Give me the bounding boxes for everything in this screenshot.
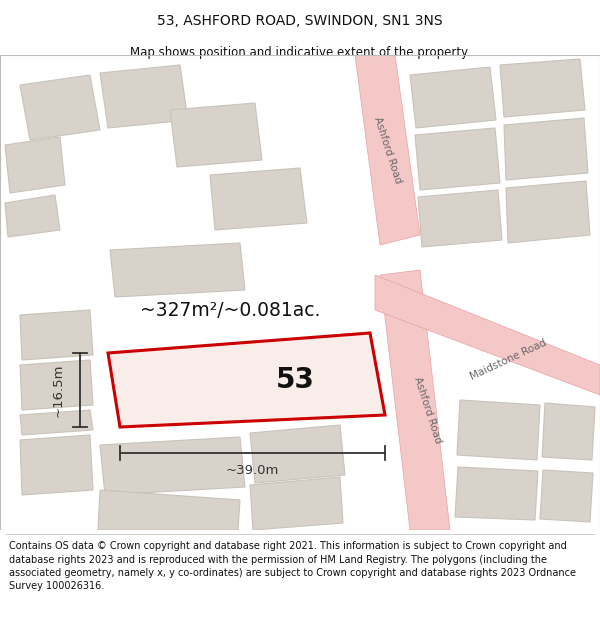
Polygon shape [5, 195, 60, 237]
Polygon shape [100, 437, 245, 495]
Text: Map shows position and indicative extent of the property.: Map shows position and indicative extent… [130, 46, 470, 59]
Polygon shape [457, 400, 540, 460]
Text: 53, ASHFORD ROAD, SWINDON, SN1 3NS: 53, ASHFORD ROAD, SWINDON, SN1 3NS [157, 14, 443, 28]
Polygon shape [170, 103, 262, 167]
Polygon shape [20, 410, 93, 435]
Text: 53: 53 [275, 366, 314, 394]
Polygon shape [210, 168, 307, 230]
Polygon shape [110, 243, 245, 297]
Text: ~327m²/~0.081ac.: ~327m²/~0.081ac. [140, 301, 320, 319]
Text: Maidstone Road: Maidstone Road [468, 338, 548, 382]
Polygon shape [250, 477, 343, 530]
Polygon shape [418, 190, 502, 247]
Polygon shape [415, 128, 500, 190]
Polygon shape [5, 137, 65, 193]
Polygon shape [355, 55, 420, 245]
Polygon shape [500, 59, 585, 117]
Polygon shape [540, 470, 593, 522]
Polygon shape [98, 490, 240, 530]
Text: Ashford Road: Ashford Road [373, 116, 403, 184]
Polygon shape [250, 425, 345, 483]
Polygon shape [410, 67, 496, 128]
Polygon shape [20, 435, 93, 495]
Polygon shape [504, 118, 588, 180]
Polygon shape [375, 275, 600, 395]
Polygon shape [542, 403, 595, 460]
Text: Ashford Road: Ashford Road [413, 376, 443, 444]
Text: ~16.5m: ~16.5m [52, 363, 65, 417]
Polygon shape [20, 75, 100, 140]
Polygon shape [108, 333, 385, 427]
Polygon shape [20, 310, 93, 360]
Polygon shape [20, 360, 93, 410]
Text: Contains OS data © Crown copyright and database right 2021. This information is : Contains OS data © Crown copyright and d… [9, 541, 576, 591]
Text: ~39.0m: ~39.0m [226, 464, 279, 478]
Polygon shape [380, 270, 450, 530]
Polygon shape [100, 65, 188, 128]
Polygon shape [506, 181, 590, 243]
Polygon shape [455, 467, 538, 520]
